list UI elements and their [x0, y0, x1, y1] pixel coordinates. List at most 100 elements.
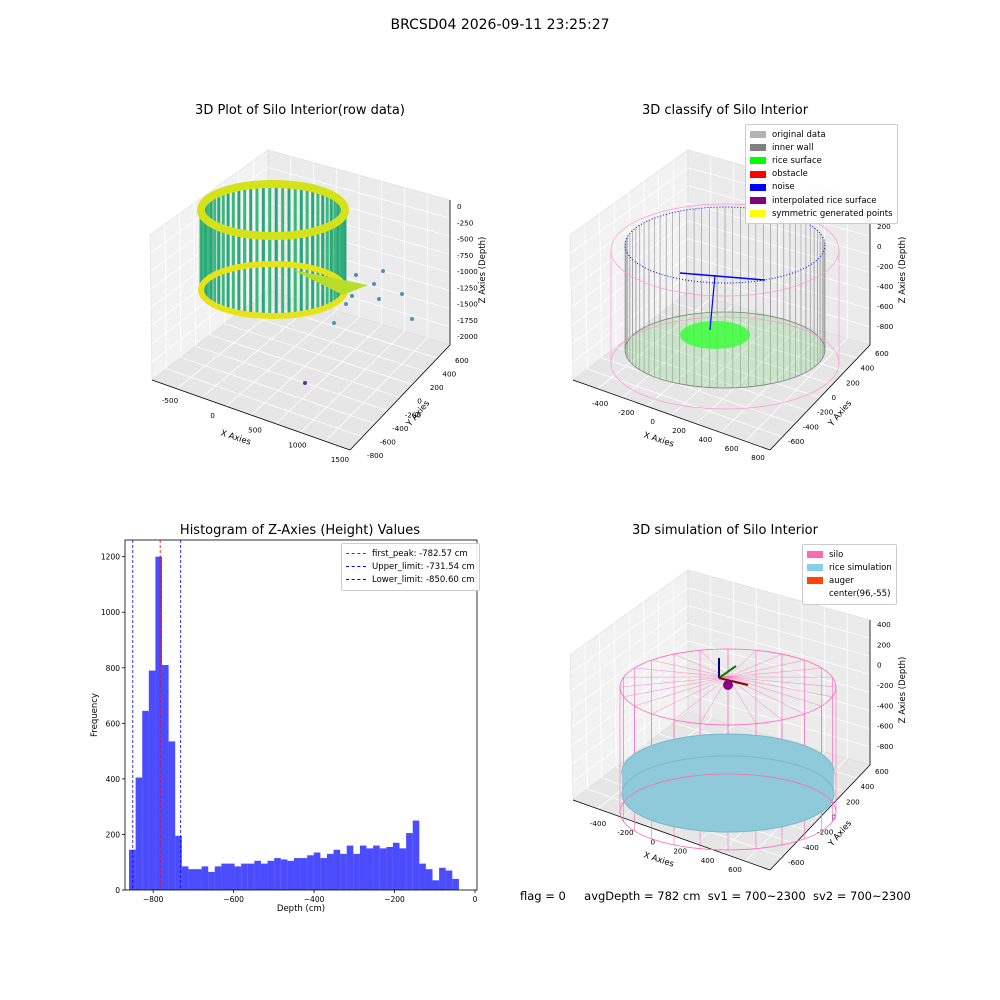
- histogram-y-tick: 1200: [101, 553, 120, 562]
- histogram-bar: [260, 863, 268, 890]
- histogram-bar: [452, 878, 459, 890]
- simulation-roof-line: [699, 650, 729, 678]
- simulation-roof-line: [727, 667, 822, 678]
- legend-swatch: [807, 551, 823, 559]
- simulation-z-tick: -600: [877, 722, 894, 731]
- raw-grid-line: [151, 272, 451, 363]
- histogram-bar: [175, 835, 182, 890]
- simulation-roof-line: [634, 667, 729, 678]
- raw-x-tick: 500: [248, 426, 262, 435]
- legend-label: obstacle: [772, 169, 808, 180]
- raw-outlier-point: [344, 302, 348, 306]
- raw-y-tick: -400: [392, 424, 409, 433]
- legend-swatch: [750, 157, 766, 165]
- histogram-x-tick: −600: [223, 895, 244, 904]
- simulation-y-tick: 200: [846, 797, 860, 806]
- flag-text: flag = 0: [520, 889, 566, 903]
- histogram-bar: [379, 848, 387, 890]
- histogram-bar: [399, 848, 407, 890]
- histogram-bar: [208, 871, 215, 890]
- histogram-bar: [287, 860, 294, 890]
- simulation-x-axis-line: [572, 799, 771, 871]
- histogram-bar: [300, 858, 308, 890]
- legend-swatch: [750, 144, 766, 152]
- simulation-axis-y: [718, 665, 737, 679]
- histogram-bar: [439, 867, 446, 890]
- raw-outlier-point: [332, 321, 336, 325]
- classify-y-tick: 200: [846, 378, 860, 387]
- classify-grid-line: [597, 156, 712, 390]
- simulation-roof-line: [634, 676, 729, 707]
- simulation-z-tick: 200: [877, 640, 891, 649]
- classify-grid-line: [584, 224, 783, 438]
- legend-row: first_peak: -782.57 cm: [346, 547, 475, 560]
- simulation-grid-line: [584, 644, 783, 858]
- legend-swatch: [346, 566, 366, 568]
- classify-z-tick: -800: [877, 322, 894, 331]
- classify-y-tick: -400: [803, 422, 820, 431]
- raw-point-cloud: [197, 180, 414, 385]
- raw-outlier-point: [372, 282, 376, 286]
- classify-z-tick: 200: [877, 222, 891, 231]
- raw-x-tick: 1000: [288, 440, 307, 449]
- histogram-bar: [419, 863, 426, 890]
- raw-grid-line: [179, 213, 376, 425]
- histogram-y-tick: 200: [106, 830, 121, 839]
- simulation-grid-line: [570, 587, 871, 674]
- simulation-grid-line: [570, 622, 871, 710]
- simulation-grid-line: [571, 658, 871, 746]
- classify-x-tick: 600: [725, 444, 739, 453]
- raw-outlier-point: [381, 269, 385, 273]
- raw-top-ring: [197, 180, 349, 240]
- classify-x-tick: 800: [751, 453, 765, 462]
- raw-grid-line: [150, 219, 451, 308]
- raw-outlier-point: [410, 317, 414, 321]
- simulation-x-tick: 600: [728, 865, 742, 874]
- classify-z-tick: -600: [877, 302, 894, 311]
- histogram-y-tick: 600: [106, 719, 121, 728]
- raw-z-tick: -1500: [457, 300, 478, 309]
- simulation-y-tick: 600: [875, 767, 889, 776]
- histogram-bar: [148, 670, 156, 890]
- raw-grid-line: [252, 160, 438, 359]
- histogram-bar: [247, 863, 255, 890]
- histogram-bar: [214, 866, 222, 890]
- legend-swatch: [750, 197, 766, 205]
- simulation-z-label: Z Axies (Depth): [898, 657, 908, 724]
- simulation-axis-x: [718, 677, 749, 686]
- simulation-y-axis-line: [769, 764, 871, 871]
- simulation-y-tick: -400: [803, 843, 820, 852]
- classify-grid-line: [672, 160, 858, 359]
- status-line: flag = 0 avgDepth = 782 cm sv1 = 700~230…: [520, 889, 911, 903]
- simulation-z-tick: 400: [877, 620, 891, 629]
- simulation-silo: [619, 648, 837, 851]
- classify-y-tick: 600: [875, 349, 889, 358]
- legend-row: center(96,-55): [807, 588, 892, 601]
- classify-noise-column: [709, 274, 716, 331]
- histogram-bar: [201, 866, 209, 890]
- legend-label: symmetric generated points: [772, 208, 893, 219]
- classify-z-label: Z Axies (Depth): [898, 237, 908, 304]
- classify-grid-line: [571, 220, 871, 308]
- legend-label: original data: [772, 129, 826, 140]
- raw-grid-line: [300, 187, 405, 433]
- legend-swatch: [807, 564, 823, 572]
- raw-x-tick: -500: [162, 396, 179, 405]
- classify-floor-ring: [624, 311, 826, 389]
- simulation-y-tick: 400: [861, 782, 875, 791]
- raw-grid-line: [250, 175, 360, 416]
- histogram-bar: [254, 860, 261, 890]
- raw-z-label: Z Axies (Depth): [478, 237, 488, 304]
- simulation-roof-line: [623, 676, 729, 698]
- histogram-x-label: Depth (cm): [277, 904, 325, 914]
- legend-label: noise: [772, 182, 795, 193]
- histogram-plot: [122, 539, 478, 893]
- legend-row: original data: [750, 128, 893, 141]
- histogram-bar: [142, 710, 149, 890]
- legend-swatch: [807, 577, 823, 585]
- raw-z-tick: -250: [457, 218, 474, 227]
- histogram-bar: [194, 869, 202, 890]
- simulation-grid-line: [572, 693, 871, 783]
- raw-z-tick: 0: [457, 202, 462, 211]
- legend-row: Lower_limit: -850.60 cm: [346, 573, 475, 586]
